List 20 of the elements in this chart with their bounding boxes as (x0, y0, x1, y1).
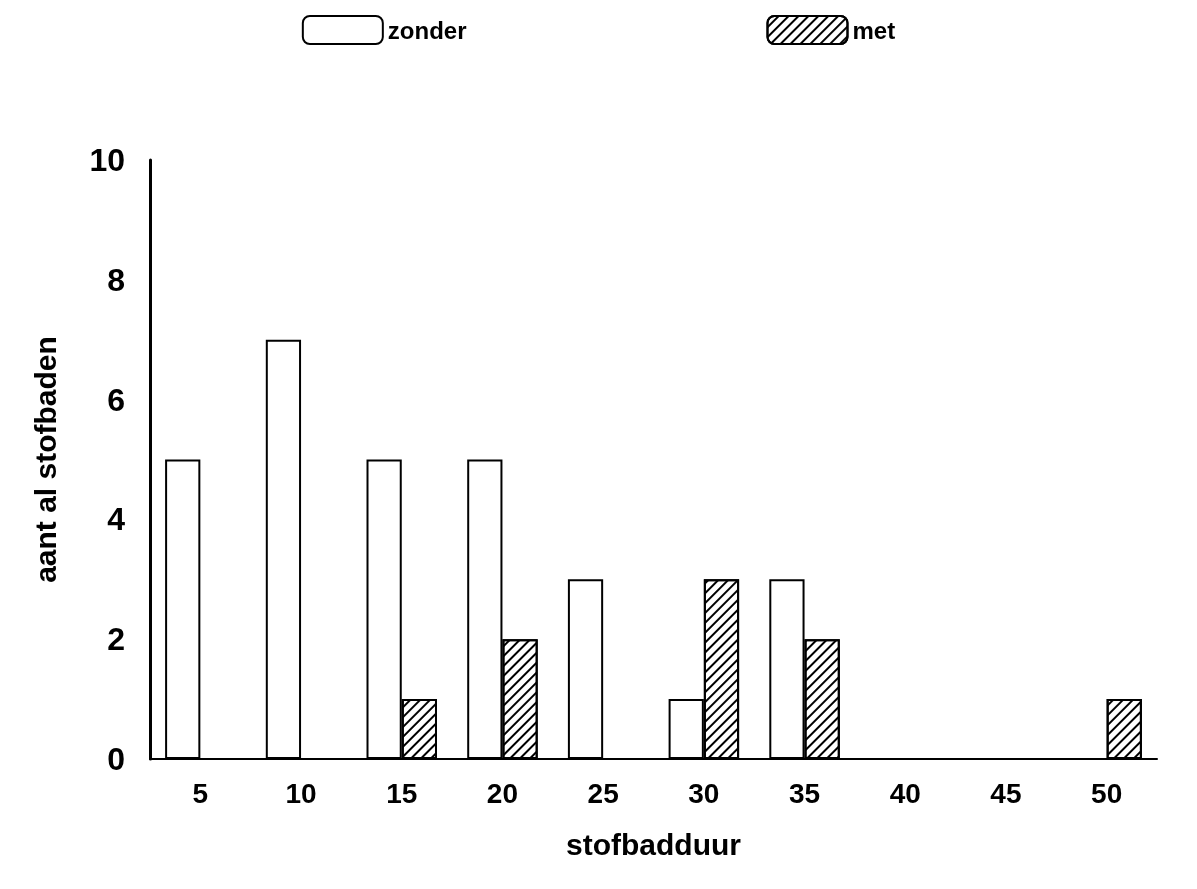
x-axis-title: stofbadduur (566, 827, 742, 861)
x-tick-label: 20 (486, 777, 519, 809)
legend-label: zonder (387, 16, 467, 44)
legend-label: met (852, 16, 896, 44)
x-tick-label: 25 (587, 777, 619, 809)
y-tick-label: 4 (107, 501, 126, 538)
y-tick-label: 8 (107, 261, 125, 298)
x-tick-label: 50 (1091, 777, 1123, 809)
y-axis-title: aant al stofbaden (28, 336, 62, 583)
y-tick-label: 0 (107, 741, 125, 777)
x-tick-label: 30 (688, 777, 720, 809)
x-tick-label: 5 (192, 777, 209, 809)
x-tick-label: 10 (285, 777, 317, 809)
y-tick-label: 6 (107, 381, 125, 418)
x-tick-label: 35 (788, 777, 821, 809)
y-tick-label: 10 (89, 142, 125, 178)
x-tick-label: 45 (990, 777, 1022, 809)
x-tick-label: 15 (386, 777, 418, 809)
x-tick-label: 40 (889, 777, 921, 809)
y-tick-label: 2 (107, 621, 125, 658)
